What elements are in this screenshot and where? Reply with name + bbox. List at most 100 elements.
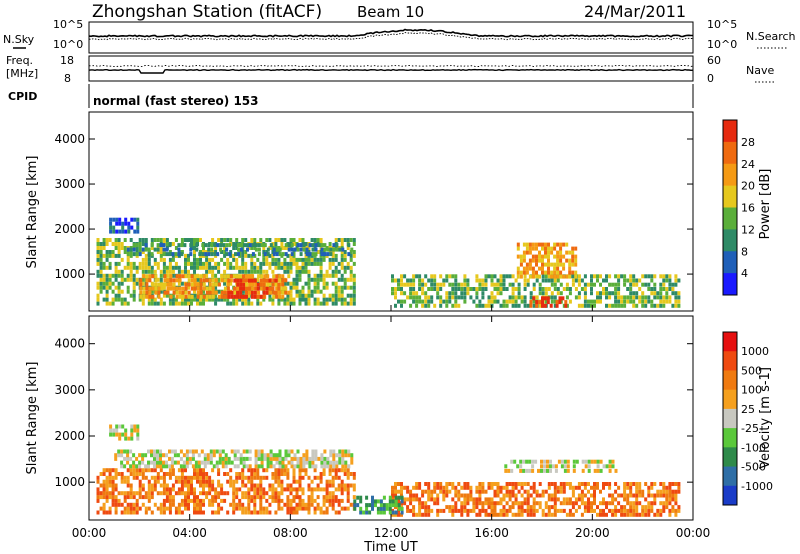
power-cell (590, 299, 593, 304)
velocity-cell (244, 475, 248, 480)
power-cell (313, 285, 317, 290)
power-cell (558, 296, 562, 301)
x-tick-label: 00:00 (72, 526, 107, 540)
velocity-cell (284, 449, 288, 454)
velocity-cell (490, 501, 494, 506)
velocity-cell (153, 483, 157, 488)
power-cell (665, 299, 669, 304)
power-cell (180, 269, 184, 274)
velocity-cell (382, 495, 386, 500)
velocity-cell (442, 508, 446, 513)
velocity-cell (323, 464, 327, 469)
velocity-cell (118, 424, 122, 429)
power-cell (528, 266, 532, 271)
power-cell (454, 278, 458, 283)
y-tick-label: 1000 (54, 475, 85, 489)
power-cell (644, 303, 648, 308)
velocity-cell (334, 510, 338, 515)
velocity-cell (193, 472, 196, 476)
velocity-cell (253, 498, 257, 503)
velocity-cell (457, 489, 461, 494)
velocity-cell (322, 510, 326, 515)
power-cell (102, 261, 106, 266)
velocity-cell (427, 482, 431, 486)
velocity-cell (176, 453, 180, 458)
power-cell (391, 278, 394, 283)
velocity-cell (430, 489, 434, 494)
power-cell (505, 274, 509, 279)
power-cell (292, 250, 296, 254)
power-cell (220, 294, 224, 299)
power-cell (632, 278, 636, 283)
velocity-cell (191, 456, 195, 461)
velocity-cell (292, 510, 296, 515)
velocity-cell (412, 512, 416, 517)
velocity-cell (191, 449, 195, 454)
power-cell (340, 250, 344, 254)
velocity-cell (424, 508, 428, 513)
power-cell (127, 221, 131, 226)
velocity-cell (517, 482, 521, 486)
power-cell (511, 291, 515, 296)
power-cell (171, 242, 175, 246)
velocity-cell (123, 479, 127, 484)
velocity-cell (478, 501, 482, 506)
velocity-cell (147, 498, 151, 503)
power-cell (647, 299, 651, 304)
velocity-cell (415, 512, 419, 517)
power-cell (132, 285, 136, 290)
velocity-cell (193, 506, 196, 511)
power-cell (514, 299, 518, 304)
velocity-cell (659, 489, 663, 494)
power-cell (514, 287, 518, 291)
power-cell (169, 294, 173, 299)
velocity-cell (256, 483, 260, 488)
power-cell (556, 278, 560, 283)
velocity-cell (254, 453, 258, 458)
power-cell (210, 243, 214, 248)
velocity-cell (556, 497, 560, 502)
power-cell (538, 300, 542, 305)
velocity-cell (397, 508, 400, 513)
power-cell (490, 299, 494, 304)
power-cell (334, 285, 338, 290)
power-cell (522, 266, 526, 271)
velocity-cell (153, 456, 156, 461)
velocity-cell (560, 459, 564, 464)
velocity-cell (466, 485, 470, 490)
power-cell (538, 287, 542, 291)
velocity-cell (275, 453, 279, 458)
velocity-cell (445, 489, 449, 494)
velocity-cell (511, 485, 515, 490)
power-cell (253, 294, 257, 299)
power-cell (298, 277, 302, 282)
velocity-cell (400, 506, 404, 511)
power-cell (102, 253, 106, 258)
power-cell (599, 282, 602, 287)
velocity-cell (126, 449, 130, 454)
velocity-cell (199, 506, 202, 511)
time-axis-label: Time UT (363, 540, 417, 554)
power-cell (290, 243, 294, 248)
velocity-cell (200, 460, 204, 465)
power-cell (121, 229, 125, 234)
power-cell (283, 246, 287, 250)
power-cell (208, 282, 212, 287)
velocity-cell (193, 510, 196, 515)
power-cell (150, 243, 154, 248)
power-cell (147, 250, 151, 254)
power-cell (496, 278, 500, 283)
velocity-cell (349, 502, 353, 507)
power-cell (180, 301, 184, 306)
velocity-cell (194, 464, 198, 469)
power-cell (623, 295, 627, 300)
velocity-cell (439, 508, 443, 513)
velocity-cell (659, 493, 663, 498)
velocity-cell (298, 502, 302, 507)
power-cell (349, 269, 353, 274)
velocity-cell (253, 483, 257, 488)
velocity-cell (451, 508, 455, 513)
power-cell (153, 247, 157, 252)
velocity-cell (286, 498, 290, 503)
power-cell (433, 274, 437, 279)
